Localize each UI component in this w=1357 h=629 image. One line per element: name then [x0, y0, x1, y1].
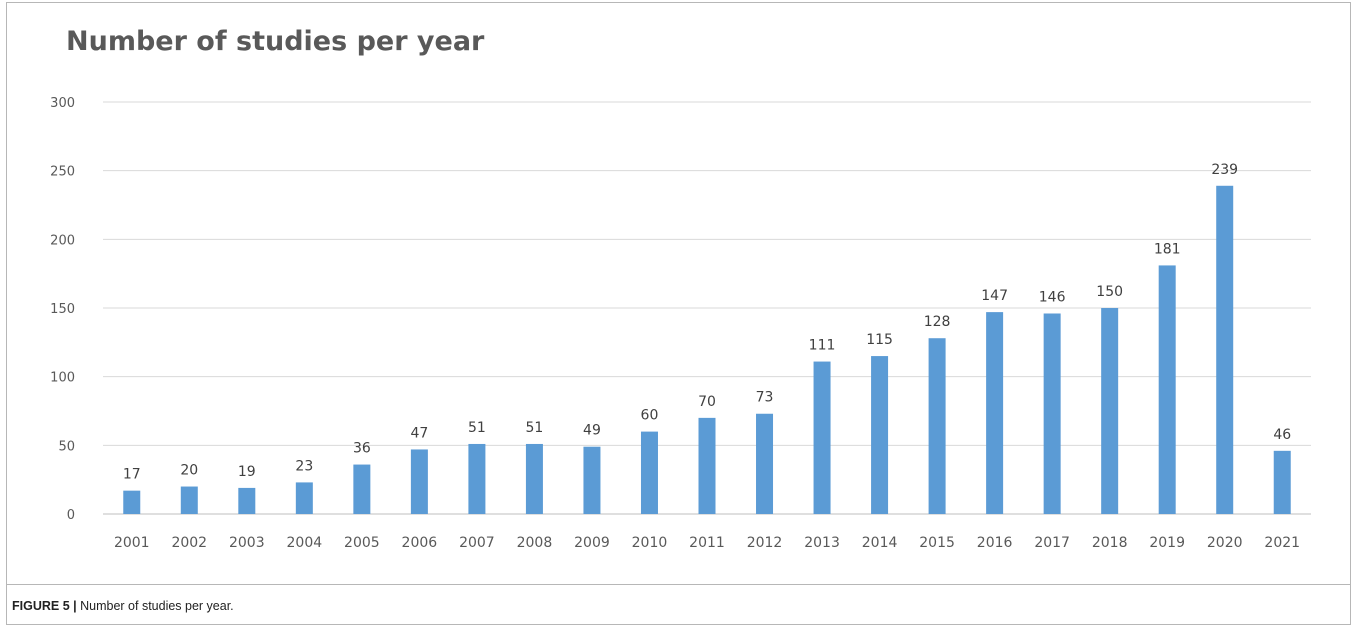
x-tick-label: 2004 [287, 535, 323, 551]
x-tick-label: 2006 [402, 535, 438, 551]
x-tick-label: 2018 [1092, 535, 1128, 551]
x-tick-label: 2020 [1207, 535, 1243, 551]
y-tick-label: 200 [50, 233, 75, 248]
data-label: 47 [410, 425, 428, 441]
x-tick-label: 2019 [1149, 535, 1185, 551]
x-tick-label: 2017 [1034, 535, 1070, 551]
bar [295, 482, 313, 514]
data-label: 51 [526, 420, 544, 436]
bar [986, 312, 1004, 514]
bar [1043, 313, 1061, 514]
y-tick-label: 0 [67, 508, 75, 523]
bar [871, 356, 889, 514]
data-label: 70 [698, 394, 716, 410]
bar [353, 464, 371, 514]
data-label: 20 [180, 463, 198, 479]
x-tick-label: 2015 [919, 535, 955, 551]
bar [468, 443, 486, 514]
caption-divider [6, 584, 1351, 585]
bar [410, 449, 428, 514]
bar [238, 487, 256, 514]
x-tick-label: 2012 [747, 535, 783, 551]
x-tick-label: 2016 [977, 535, 1013, 551]
y-tick-label: 250 [50, 165, 75, 180]
x-tick-label: 2014 [862, 535, 898, 551]
data-label: 73 [756, 390, 774, 406]
x-tick-label: 2001 [114, 535, 150, 551]
figure-caption-text: Number of studies per year. [80, 599, 234, 613]
y-tick-label: 50 [58, 439, 75, 454]
bar [928, 338, 946, 514]
bar [1101, 308, 1119, 514]
data-label: 115 [866, 332, 893, 348]
data-label: 49 [583, 423, 601, 439]
x-tick-label: 2009 [574, 535, 610, 551]
data-label: 239 [1211, 162, 1238, 178]
bar [756, 413, 774, 514]
data-label: 111 [809, 338, 836, 354]
chart-title: Number of studies per year [66, 26, 485, 57]
data-label: 146 [1039, 289, 1066, 305]
x-tick-label: 2013 [804, 535, 840, 551]
y-tick-label: 100 [50, 371, 75, 386]
data-label: 150 [1096, 284, 1123, 300]
bar [698, 417, 716, 514]
x-tick-label: 2010 [632, 535, 668, 551]
data-label: 17 [123, 467, 141, 483]
bar [525, 443, 543, 514]
bar [640, 431, 658, 514]
figure-label: FIGURE 5 | [12, 599, 77, 613]
bar [1216, 185, 1234, 515]
y-tick-label: 300 [50, 96, 75, 111]
bar [123, 490, 141, 514]
x-tick-label: 2002 [171, 535, 207, 551]
x-tick-label: 2005 [344, 535, 380, 551]
data-label: 147 [981, 288, 1008, 304]
data-label: 46 [1273, 427, 1291, 443]
data-label: 128 [924, 314, 951, 330]
bar [813, 361, 831, 514]
bar [1158, 265, 1176, 514]
data-label: 36 [353, 441, 371, 457]
data-label: 51 [468, 420, 486, 436]
x-tick-label: 2003 [229, 535, 265, 551]
data-label: 181 [1154, 241, 1181, 257]
x-tick-label: 2011 [689, 535, 725, 551]
x-tick-label: 2007 [459, 535, 495, 551]
chart-frame [6, 2, 1351, 625]
data-label: 60 [641, 408, 659, 424]
x-tick-label: 2008 [517, 535, 553, 551]
bar [583, 446, 601, 514]
bar [180, 486, 198, 514]
bar [1273, 450, 1291, 514]
data-label: 23 [295, 458, 313, 474]
y-tick-label: 150 [50, 302, 75, 317]
figure-caption: FIGURE 5 | Number of studies per year. [12, 599, 234, 613]
data-label: 19 [238, 464, 256, 480]
x-tick-label: 2021 [1264, 535, 1300, 551]
